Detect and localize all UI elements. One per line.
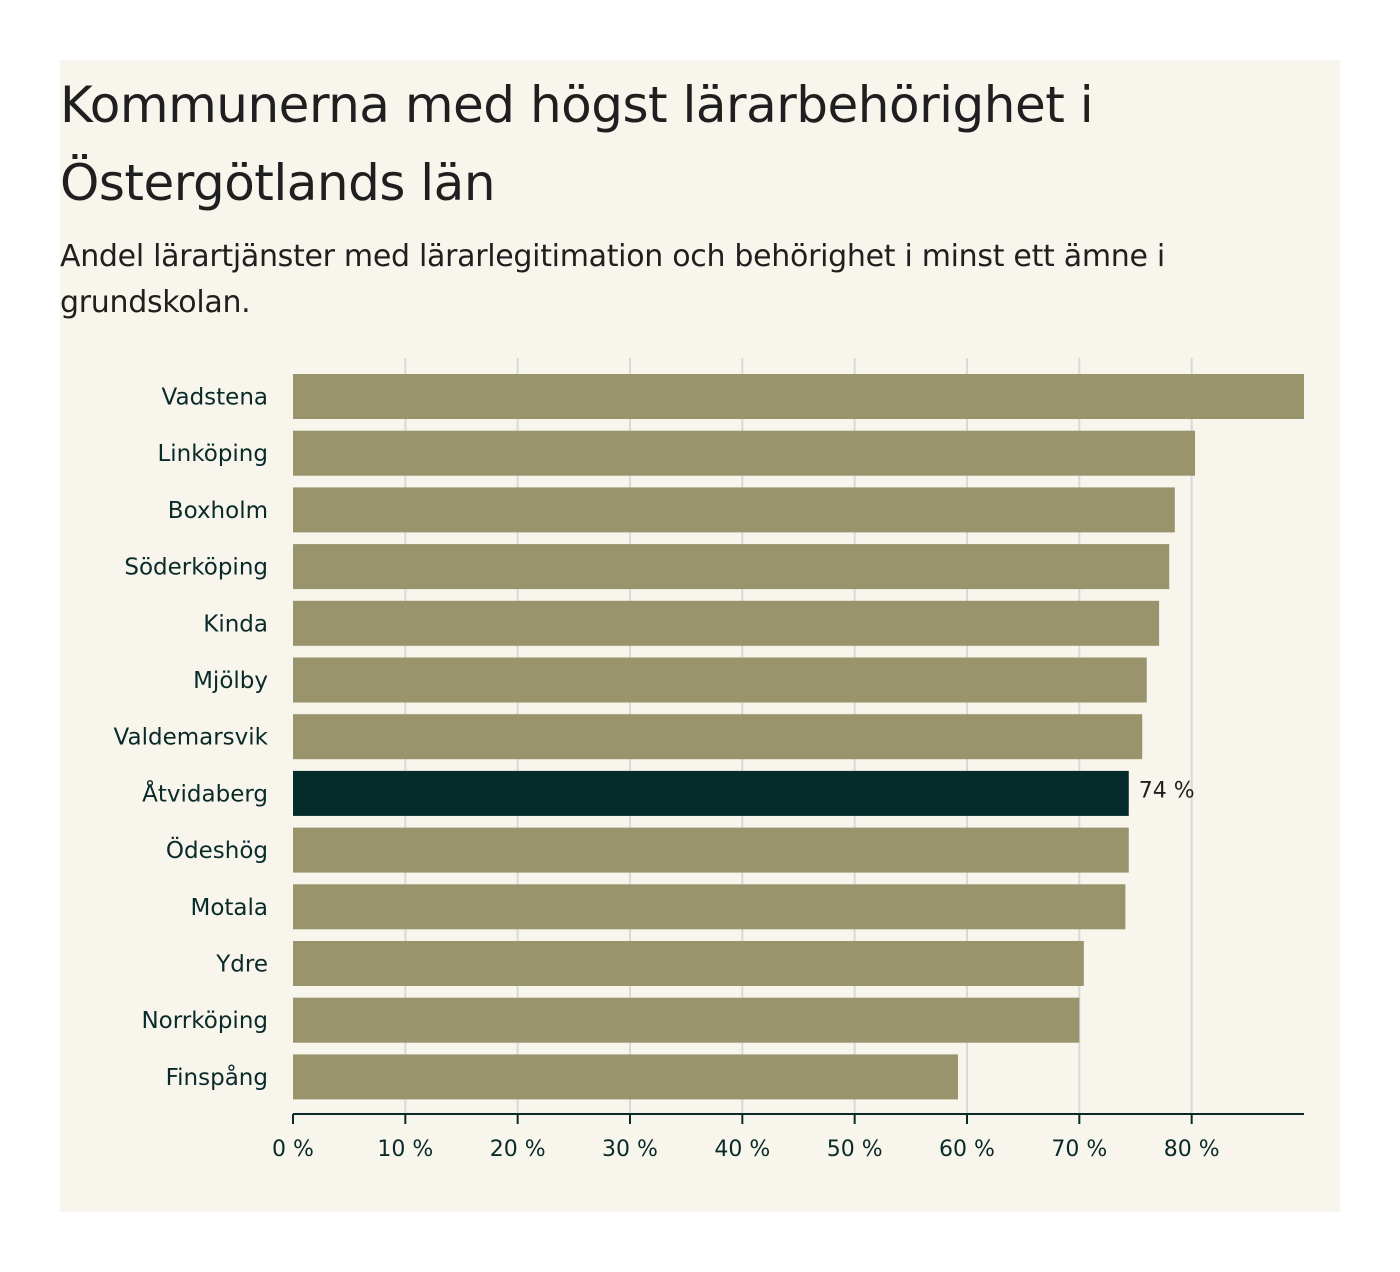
bar-boxholm	[293, 487, 1175, 533]
category-label: Mjölby	[193, 668, 268, 694]
chart-title: Kommunerna med högst lärarbehörighet i Ö…	[60, 76, 1094, 212]
x-tick-label: 30 %	[602, 1137, 658, 1162]
category-label: Boxholm	[168, 498, 268, 524]
data-label: 74 %	[1139, 778, 1195, 803]
bar-finspång	[293, 1054, 959, 1100]
x-axis: 0 % 10 % 20 % 30 % 40 % 50 % 60 % 70 % 80 %	[272, 1113, 1304, 1162]
category-label: Linköping	[157, 441, 268, 467]
category-label: Kinda	[203, 611, 268, 637]
category-labels: Vadstena Linköping Boxholm Söderköping Kinda…	[114, 385, 269, 1091]
category-label: Finspång	[166, 1063, 268, 1091]
category-label: Vadstena	[162, 385, 268, 411]
x-tick-label: 70 %	[1051, 1137, 1107, 1162]
x-tick-label: 80 %	[1164, 1137, 1220, 1162]
bar-söderköping	[293, 544, 1170, 590]
x-tick-label: 40 %	[714, 1137, 770, 1162]
x-tick-label: 50 %	[827, 1137, 883, 1162]
category-label: Åtvidaberg	[142, 779, 268, 807]
x-tick-label: 10 %	[377, 1137, 433, 1162]
chart-subtitle: Andel lärartjänster med lärarlegitimatio…	[60, 239, 1165, 320]
bar-linköping	[293, 430, 1196, 476]
bar-mjölby	[293, 657, 1147, 703]
category-label: Ydre	[215, 952, 268, 978]
x-tick-label: 20 %	[490, 1137, 546, 1162]
category-label: Valdemarsvik	[114, 725, 269, 751]
bars: 74 %	[293, 374, 1304, 1100]
bar-norrköping	[293, 997, 1080, 1043]
bar-kinda	[293, 600, 1160, 646]
category-label: Ödeshög	[166, 836, 268, 864]
category-label: Motala	[190, 895, 268, 921]
bar-ydre	[293, 941, 1084, 986]
bar-ödeshög	[293, 827, 1129, 873]
x-tick-label: 60 %	[939, 1137, 995, 1162]
x-tick-label: 0 %	[272, 1137, 314, 1162]
bar-valdemarsvik	[293, 714, 1143, 760]
bar-motala	[293, 884, 1126, 930]
category-label: Norrköping	[141, 1008, 268, 1034]
bar-vadstena	[293, 374, 1304, 419]
bar-åtvidaberg	[293, 770, 1129, 816]
category-label: Söderköping	[124, 555, 268, 581]
